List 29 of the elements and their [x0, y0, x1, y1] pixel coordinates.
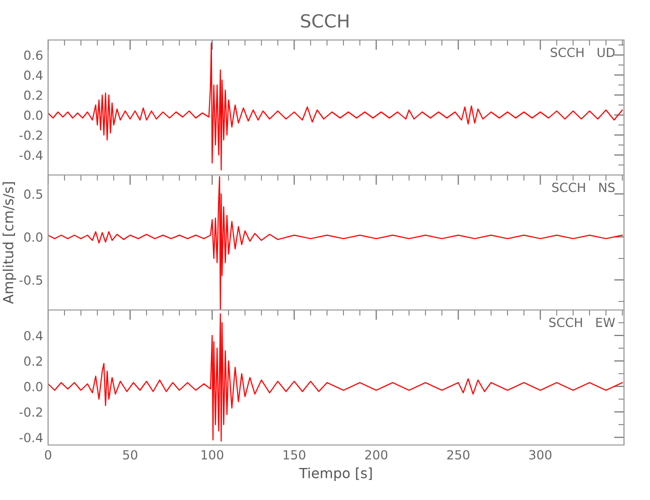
y-tick-label: 0.4 — [24, 70, 43, 80]
x-tick-label: 100 — [202, 450, 224, 460]
y-tick-label: 0.4 — [24, 330, 43, 340]
y-tick-label: -0.2 — [19, 130, 42, 140]
y-tick-label: -0.4 — [19, 150, 43, 160]
y-tick-label: 0.0 — [24, 232, 42, 242]
annotation: SCCH UD — [550, 48, 615, 58]
y-tick-label: 0.5 — [24, 189, 42, 199]
y-tick-label: -0.5 — [19, 275, 42, 285]
y-tick-label: 0.2 — [24, 356, 42, 366]
x-tick-label: 300 — [529, 450, 552, 460]
annotation: SCCH NS — [552, 182, 615, 192]
x-axis-title: Tiempo [s] — [299, 468, 372, 481]
y-tick-label: -0.2 — [19, 407, 42, 417]
annotation: SCCH EW — [549, 318, 615, 328]
y-tick-label: 0.2 — [24, 90, 42, 100]
x-tick-label: 0 — [44, 450, 52, 460]
x-tick-label: 250 — [447, 450, 470, 460]
x-tick-label: 200 — [365, 450, 388, 460]
y-axis-title: Amplitud [cm/s/s] — [2, 182, 16, 304]
x-tick-label: 50 — [123, 450, 138, 460]
line-series — [48, 313, 623, 442]
y-tick-label: 0.0 — [24, 382, 42, 392]
y-tick-label: 0.0 — [24, 110, 42, 120]
x-tick-label: 150 — [284, 450, 306, 460]
line-series — [48, 42, 623, 171]
y-tick-label: -0.4 — [19, 432, 43, 442]
chart-title: SCCH — [301, 14, 348, 28]
y-tick-label: 0.6 — [24, 50, 42, 60]
